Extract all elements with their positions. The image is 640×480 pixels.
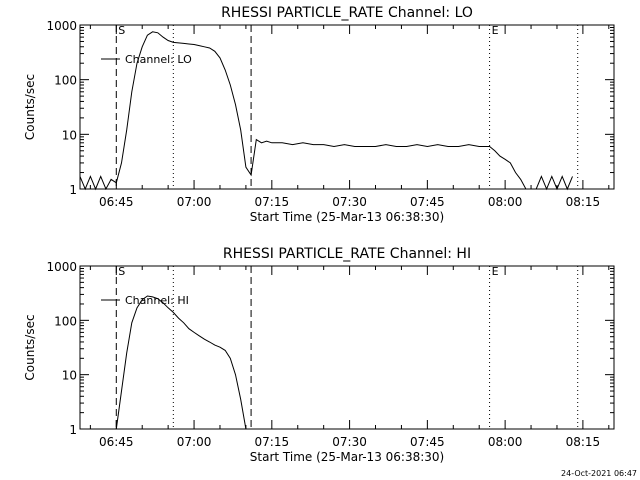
panel-2-y-axis-label: Counts/sec [23,314,37,380]
panel-1-x-tick-label: 06:45 [99,195,134,209]
panel-2-legend-label: Channel: HI [125,294,189,307]
panel-2-x-tick-label: 08:15 [566,435,601,449]
panel-2-x-tick-label: 07:30 [332,435,367,449]
panel-2-y-tick-label: 1 [69,423,77,437]
panel-2-y-tick-label: 1000 [46,260,77,274]
panel-1-y-tick-label: 1 [69,183,77,197]
panel-2-x-tick-label: 07:00 [177,435,212,449]
panel-2-annotation-s: S [118,265,125,278]
panel-2-chart-title: RHESSI PARTICLE_RATE Channel: HI [223,246,471,262]
panel-2-y-tick-label: 100 [54,314,77,328]
panel-2-annotation-e: E [492,265,499,278]
panel-2-y-tick-label: 10 [62,369,77,383]
panel-1-annotation-s: S [118,24,125,37]
panel-1-x-tick-label: 07:30 [332,195,367,209]
panel-2-x-tick-label: 08:00 [488,435,523,449]
panel-2-x-axis-label: Start Time (25-Mar-13 06:38:30) [250,450,444,464]
panel-1-x-tick-label: 08:15 [566,195,601,209]
panel-1-x-tick-label: 07:15 [255,195,290,209]
panel-2-x-tick-label: 07:15 [255,435,290,449]
panel-1-y-tick-label: 1000 [46,19,77,33]
footer-timestamp: 24-Oct-2021 06:47 [561,469,637,478]
panel-2-plot-frame [79,265,615,430]
panel-2-x-tick-label: 07:45 [410,435,445,449]
panel-1-chart-title: RHESSI PARTICLE_RATE Channel: LO [221,5,473,21]
panel-1-x-axis-label: Start Time (25-Mar-13 06:38:30) [250,210,444,224]
panel-1-legend-label: Channel: LO [125,53,192,66]
panel-1-series-line [79,31,573,191]
panel-1-chart: RHESSI PARTICLE_RATE Channel: LO Counts/s… [23,5,615,224]
panel-1-y-tick-label: 10 [62,128,77,142]
panel-1-x-tick-label: 07:00 [177,195,212,209]
panel-1-x-tick-label: 08:00 [488,195,523,209]
panel-2-x-tick-label: 06:45 [99,435,134,449]
panel-2-chart: RHESSI PARTICLE_RATE Channel: HI Counts/s… [23,246,615,464]
panel-1-y-tick-label: 100 [54,74,77,88]
panel-1-plot-frame [79,24,615,190]
panel-2-series-line [115,295,247,430]
panel-1-annotation-e: E [492,24,499,37]
panel-1-y-axis-label: Counts/sec [23,74,37,140]
panel-1-x-tick-label: 07:45 [410,195,445,209]
